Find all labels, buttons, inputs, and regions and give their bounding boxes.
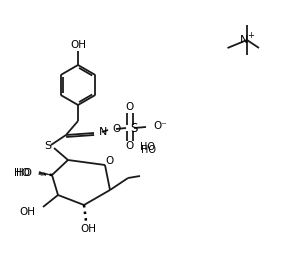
Text: O: O [126, 141, 134, 151]
Polygon shape [39, 171, 52, 175]
Text: S: S [130, 121, 137, 135]
Text: O: O [126, 102, 134, 112]
Text: ...: ... [39, 170, 47, 179]
Text: OH: OH [19, 207, 35, 217]
Text: HO: HO [16, 168, 32, 178]
Text: HO: HO [140, 142, 155, 152]
Text: OH: OH [70, 40, 86, 50]
Text: HO: HO [141, 145, 156, 155]
Text: O: O [112, 124, 120, 134]
Text: O: O [106, 156, 114, 166]
Text: N: N [240, 35, 248, 45]
Text: HO: HO [14, 168, 30, 178]
Text: OH: OH [80, 224, 96, 234]
Text: +: + [248, 32, 254, 41]
Text: N: N [99, 127, 107, 137]
Text: S: S [45, 141, 52, 151]
Text: O⁻: O⁻ [153, 121, 167, 131]
